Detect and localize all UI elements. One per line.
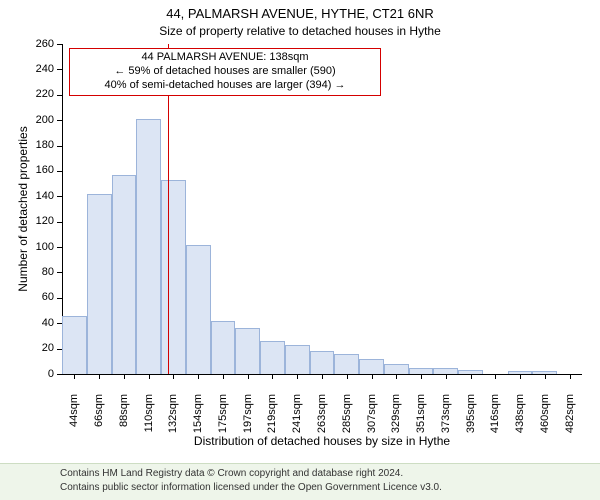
x-tick-label: 219sqm [266, 394, 278, 444]
x-tick-mark [396, 374, 397, 379]
chart-container: 44, PALMARSH AVENUE, HYTHE, CT21 6NR Siz… [0, 0, 600, 500]
x-tick-label: 66sqm [93, 394, 105, 444]
x-tick-label: 88sqm [118, 394, 130, 444]
y-tick-label: 40 [0, 317, 54, 329]
x-tick-mark [223, 374, 224, 379]
y-tick-label: 200 [0, 114, 54, 126]
x-tick-label: 197sqm [242, 394, 254, 444]
y-tick-label: 140 [0, 190, 54, 202]
histogram-bar [384, 364, 409, 374]
x-tick-label: 438sqm [514, 394, 526, 444]
x-tick-mark [248, 374, 249, 379]
histogram-bar [359, 359, 384, 374]
x-tick-mark [545, 374, 546, 379]
x-tick-mark [372, 374, 373, 379]
x-tick-label: 175sqm [217, 394, 229, 444]
chart-title: 44, PALMARSH AVENUE, HYTHE, CT21 6NR [0, 6, 600, 21]
x-tick-mark [149, 374, 150, 379]
footer-line: Contains HM Land Registry data © Crown c… [60, 468, 403, 479]
x-tick-label: 241sqm [291, 394, 303, 444]
x-tick-mark [347, 374, 348, 379]
y-tick-label: 260 [0, 38, 54, 50]
x-tick-label: 110sqm [143, 394, 155, 444]
y-tick-label: 100 [0, 241, 54, 253]
x-tick-label: 482sqm [564, 394, 576, 444]
attribution-footer: Contains HM Land Registry data © Crown c… [0, 463, 600, 500]
x-tick-label: 351sqm [415, 394, 427, 444]
x-tick-label: 132sqm [167, 394, 179, 444]
x-tick-mark [198, 374, 199, 379]
histogram-bar [87, 194, 112, 374]
x-tick-label: 154sqm [192, 394, 204, 444]
x-tick-label: 416sqm [489, 394, 501, 444]
histogram-bar [112, 175, 137, 374]
histogram-bar [285, 345, 310, 374]
y-tick-label: 60 [0, 291, 54, 303]
histogram-bar [235, 328, 260, 374]
histogram-bar [310, 351, 335, 374]
y-tick-label: 80 [0, 266, 54, 278]
marker-annotation-line: 44 PALMARSH AVENUE: 138sqm [69, 51, 381, 63]
x-tick-mark [124, 374, 125, 379]
histogram-bar [260, 341, 285, 374]
histogram-bar [62, 316, 87, 374]
x-tick-label: 395sqm [465, 394, 477, 444]
x-tick-mark [570, 374, 571, 379]
x-tick-mark [495, 374, 496, 379]
histogram-bar [211, 321, 236, 374]
x-tick-label: 263sqm [316, 394, 328, 444]
chart-subtitle: Size of property relative to detached ho… [0, 24, 600, 38]
x-tick-label: 307sqm [366, 394, 378, 444]
y-tick-label: 160 [0, 164, 54, 176]
x-tick-mark [297, 374, 298, 379]
x-tick-label: 285sqm [341, 394, 353, 444]
y-tick-label: 180 [0, 139, 54, 151]
y-tick-label: 20 [0, 342, 54, 354]
x-tick-label: 373sqm [440, 394, 452, 444]
histogram-bar [136, 119, 161, 374]
x-tick-label: 44sqm [68, 394, 80, 444]
y-tick-label: 220 [0, 88, 54, 100]
y-tick-label: 120 [0, 215, 54, 227]
x-tick-mark [421, 374, 422, 379]
x-tick-mark [272, 374, 273, 379]
marker-annotation-line: ← 59% of detached houses are smaller (59… [69, 65, 381, 77]
y-tick-label: 0 [0, 368, 54, 380]
x-tick-mark [471, 374, 472, 379]
x-tick-label: 329sqm [390, 394, 402, 444]
x-tick-mark [446, 374, 447, 379]
histogram-bar [334, 354, 359, 374]
x-tick-label: 460sqm [539, 394, 551, 444]
x-tick-mark [99, 374, 100, 379]
marker-annotation-line: 40% of semi-detached houses are larger (… [69, 79, 381, 91]
x-tick-mark [322, 374, 323, 379]
x-tick-mark [74, 374, 75, 379]
footer-line: Contains public sector information licen… [60, 482, 442, 493]
y-tick-label: 240 [0, 63, 54, 75]
histogram-bar [161, 180, 186, 374]
x-tick-mark [173, 374, 174, 379]
histogram-bar [186, 245, 211, 374]
x-tick-mark [520, 374, 521, 379]
